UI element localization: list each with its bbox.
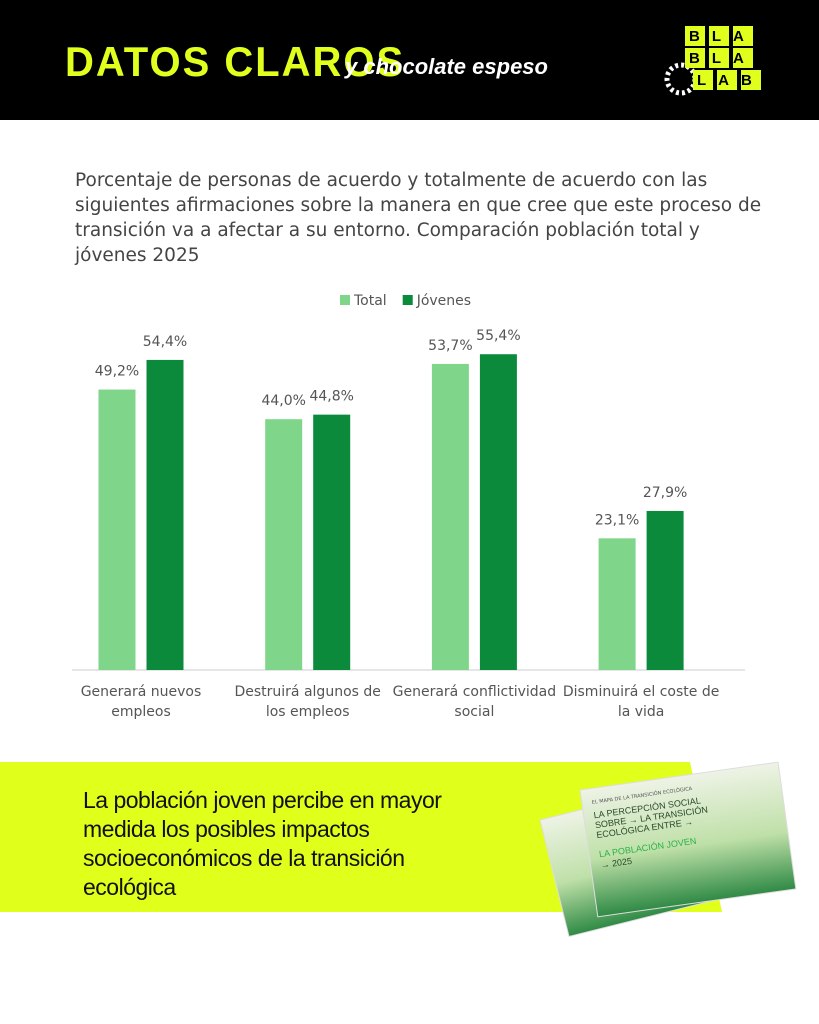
logo-row: LAB [697, 72, 764, 89]
x-tick-label: Destruirá algunos de los empleos [234, 684, 381, 720]
data-label: 49,2% [95, 364, 139, 380]
logo-square [741, 70, 761, 90]
bar [265, 419, 303, 670]
footer-text: La población joven percibe en mayor medi… [83, 787, 442, 900]
chart-title: Porcentaje de personas de acuerdo y tota… [75, 170, 762, 266]
logo-square [685, 48, 705, 68]
x-tick-label: Generará conflictividad social [392, 684, 557, 720]
legend-label: Jóvenes [416, 293, 471, 309]
legend-swatch [340, 295, 350, 305]
legend-swatch [402, 295, 413, 305]
bar [646, 510, 684, 670]
bar [431, 363, 469, 670]
data-label: 44,8% [309, 389, 353, 405]
data-label: 44,0% [261, 393, 305, 409]
logo-square [693, 70, 713, 90]
logo-square [709, 26, 729, 46]
logo-row: BLA [689, 50, 756, 67]
logo-square [717, 70, 737, 90]
logo-square [709, 48, 729, 68]
bar [313, 414, 351, 670]
data-label: 27,9% [643, 485, 687, 501]
bar [598, 538, 636, 670]
data-label: 23,1% [595, 512, 639, 528]
book-year: → 2025 [600, 856, 633, 870]
logo: BLA BLA LAB [664, 26, 764, 96]
logo-square [733, 48, 753, 68]
data-label: 55,4% [476, 328, 520, 344]
book-cover [579, 761, 797, 918]
bar [146, 359, 184, 670]
logo-row: BLA [689, 28, 756, 45]
bar [98, 389, 136, 670]
header-tagline: y chocolate espeso [344, 54, 548, 79]
header-band [0, 0, 819, 120]
x-tick-label: Disminuirá el coste de la vida [562, 684, 720, 720]
bar [479, 354, 517, 670]
header-title: DATOS CLAROS [65, 38, 405, 85]
logo-square [733, 26, 753, 46]
data-label: 54,4% [143, 334, 187, 350]
footer-band [0, 762, 722, 912]
data-label: 53,7% [428, 338, 472, 354]
book-front: EL MAPA DE LA TRANSICIÓN ECOLÓGICA LA PE… [579, 761, 797, 918]
legend-label: Total [353, 293, 387, 309]
logo-square [685, 26, 705, 46]
x-tick-label: Generará nuevos empleos [80, 684, 202, 720]
